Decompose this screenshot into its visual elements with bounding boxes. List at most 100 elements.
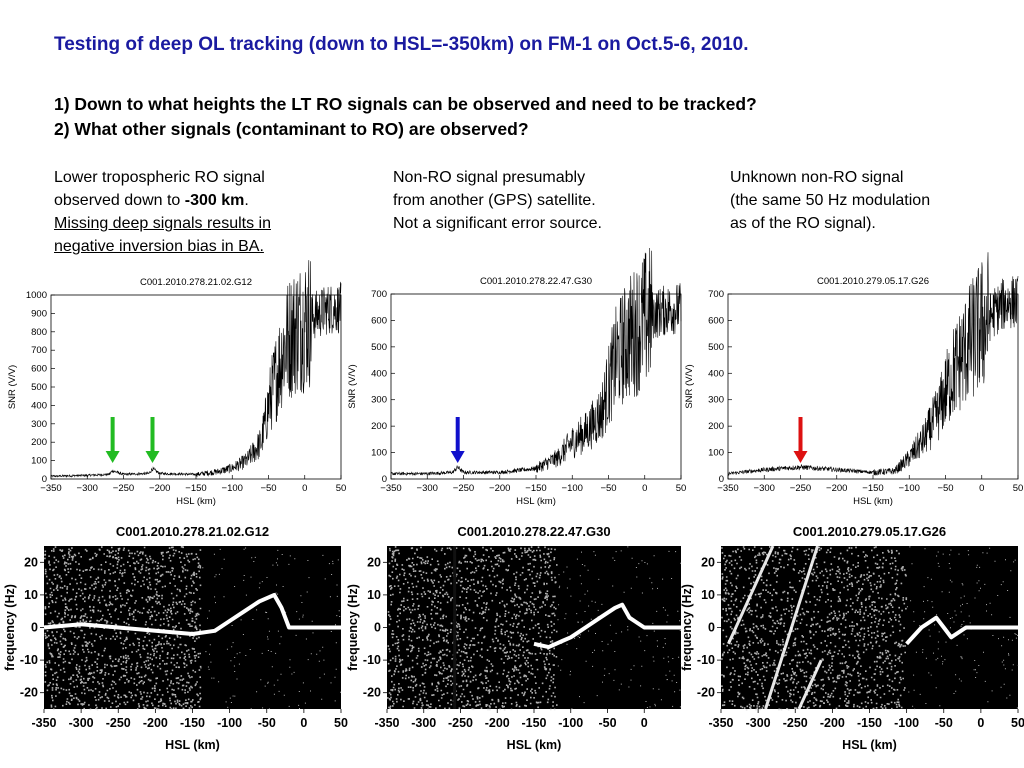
chart-title: C001.2010.278.21.02.G12 bbox=[140, 277, 252, 288]
note-bold: -300 km bbox=[184, 192, 245, 209]
green-arrow-head bbox=[145, 451, 160, 463]
y-tick-label: 0 bbox=[31, 621, 38, 635]
x-axis-label: HSL (km) bbox=[165, 738, 220, 752]
note-unknown-signal: Unknown non-RO signal (the same 50 Hz mo… bbox=[730, 166, 930, 235]
note-line: Not a significant error source. bbox=[393, 215, 602, 232]
x-tick-label: 0 bbox=[302, 483, 307, 494]
diagonal-signal bbox=[764, 545, 819, 710]
x-tick-label: −100 bbox=[562, 483, 583, 494]
y-tick-label: 600 bbox=[708, 315, 724, 326]
x-tick-label: 50 bbox=[334, 716, 348, 730]
y-tick-label: 200 bbox=[708, 421, 724, 432]
x-tick-label: −50 bbox=[937, 483, 953, 494]
x-tick-label: -350 bbox=[708, 716, 733, 730]
x-axis-label: HSL (km) bbox=[516, 496, 556, 507]
y-tick-label: 20 bbox=[24, 555, 38, 569]
question-1: 1) Down to what heights the LT RO signal… bbox=[54, 94, 757, 114]
y-tick-label: 300 bbox=[371, 395, 387, 406]
x-tick-label: -150 bbox=[521, 716, 546, 730]
x-tick-label: −150 bbox=[185, 483, 206, 494]
y-tick-label: -10 bbox=[20, 653, 38, 667]
blue-arrow-head bbox=[450, 451, 465, 463]
y-tick-label: -20 bbox=[363, 686, 381, 700]
y-tick-label: 10 bbox=[24, 588, 38, 602]
x-tick-label: −300 bbox=[754, 483, 775, 494]
note-line: as of the RO signal). bbox=[730, 215, 876, 232]
y-tick-label: 700 bbox=[31, 345, 47, 356]
x-tick-label: -100 bbox=[894, 716, 919, 730]
spectrogram-title: C001.2010.278.21.02.G12 bbox=[116, 524, 269, 539]
x-tick-label: −100 bbox=[222, 483, 243, 494]
x-tick-label: 0 bbox=[641, 716, 648, 730]
y-tick-label: -10 bbox=[697, 653, 715, 667]
snr-series-line bbox=[390, 247, 682, 476]
y-tick-label: 20 bbox=[367, 555, 381, 569]
y-tick-label: 200 bbox=[371, 421, 387, 432]
x-tick-label: −50 bbox=[260, 483, 276, 494]
note-line: from another (GPS) satellite. bbox=[393, 192, 596, 209]
x-tick-label: −250 bbox=[790, 483, 811, 494]
y-tick-label: 300 bbox=[31, 419, 47, 430]
y-tick-label: 500 bbox=[31, 382, 47, 393]
x-tick-label: 0 bbox=[300, 716, 307, 730]
y-axis-label: SNR (V/V) bbox=[7, 365, 18, 409]
x-tick-label: −350 bbox=[40, 483, 61, 494]
spectrogram-title: C001.2010.279.05.17.G26 bbox=[793, 524, 946, 539]
y-axis-label: frequency (Hz) bbox=[346, 584, 360, 671]
x-tick-label: -300 bbox=[411, 716, 436, 730]
x-tick-label: −150 bbox=[862, 483, 883, 494]
y-tick-label: 0 bbox=[719, 474, 724, 485]
snr-series-line bbox=[727, 252, 1019, 476]
y-tick-label: 700 bbox=[708, 289, 724, 300]
x-tick-label: -50 bbox=[935, 716, 953, 730]
x-tick-label: -250 bbox=[783, 716, 808, 730]
x-tick-label: -250 bbox=[106, 716, 131, 730]
chart-title: C001.2010.279.05.17.G26 bbox=[817, 276, 929, 287]
x-tick-label: -350 bbox=[374, 716, 399, 730]
x-axis-label: HSL (km) bbox=[853, 496, 893, 507]
x-tick-label: -50 bbox=[258, 716, 276, 730]
x-axis-label: HSL (km) bbox=[507, 738, 562, 752]
snr-chart-1: C001.2010.278.21.02.G12 −350 −300 −250 −200 −… bbox=[7, 260, 346, 507]
x-tick-label: 50 bbox=[1011, 716, 1024, 730]
note-line: Non-RO signal presumably bbox=[393, 169, 586, 186]
x-tick-label: -150 bbox=[180, 716, 205, 730]
y-tick-label: 0 bbox=[42, 474, 47, 485]
slide-title: Testing of deep OL tracking (down to HSL… bbox=[54, 34, 749, 55]
spectrogram-2: C001.2010.278.22.47.G30-350 -300 -250 -200-… bbox=[346, 524, 682, 752]
snr-chart-2: C001.2010.278.22.47.G30 −350 −300 −250 −200 −… bbox=[347, 247, 687, 507]
green-arrow-head bbox=[105, 451, 120, 463]
x-tick-label: 50 bbox=[1013, 483, 1024, 494]
note-lower-troposphere: Lower tropospheric RO signal observed do… bbox=[54, 166, 271, 258]
y-tick-label: 0 bbox=[374, 621, 381, 635]
snr-chart-3: C001.2010.279.05.17.G26 −350 −300 −250 −200 −… bbox=[684, 252, 1023, 507]
spectrogram-title: C001.2010.278.22.47.G30 bbox=[457, 524, 610, 539]
x-tick-label: 50 bbox=[676, 483, 687, 494]
x-axis-label: HSL (km) bbox=[842, 738, 897, 752]
y-tick-label: 10 bbox=[701, 588, 715, 602]
diagonal-signal bbox=[797, 659, 823, 710]
y-tick-label: -10 bbox=[363, 653, 381, 667]
note-text: . bbox=[244, 192, 249, 209]
y-tick-label: 400 bbox=[31, 400, 47, 411]
y-tick-label: 20 bbox=[701, 555, 715, 569]
y-tick-label: 800 bbox=[31, 327, 47, 338]
x-tick-label: -200 bbox=[485, 716, 510, 730]
y-axis-label: SNR (V/V) bbox=[684, 364, 695, 408]
x-tick-label: −100 bbox=[899, 483, 920, 494]
question-2: 2) What other signals (contaminant to RO… bbox=[54, 119, 529, 139]
x-tick-label: 50 bbox=[336, 483, 347, 494]
note-line: negative inversion bias in BA. bbox=[54, 238, 264, 255]
x-tick-label: -200 bbox=[820, 716, 845, 730]
y-tick-label: 500 bbox=[708, 342, 724, 353]
x-tick-label: -150 bbox=[857, 716, 882, 730]
spectrogram-signal bbox=[43, 592, 341, 636]
note-line: Lower tropospheric RO signal bbox=[54, 169, 265, 186]
x-tick-label: -100 bbox=[558, 716, 583, 730]
x-tick-label: -300 bbox=[746, 716, 771, 730]
y-tick-label: 10 bbox=[367, 588, 381, 602]
y-tick-label: 500 bbox=[371, 342, 387, 353]
x-tick-label: −250 bbox=[113, 483, 134, 494]
x-tick-label: −200 bbox=[149, 483, 170, 494]
y-tick-label: 600 bbox=[31, 364, 47, 375]
